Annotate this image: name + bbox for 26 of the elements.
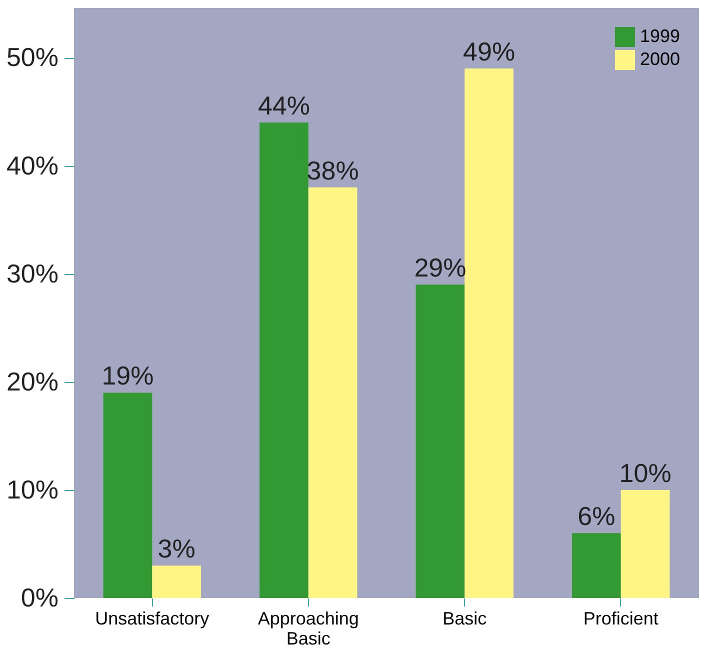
data-label: 49% — [463, 36, 516, 67]
data-label: 44% — [258, 90, 310, 121]
y-tick-label: 50% — [6, 42, 58, 72]
y-tick-label: 10% — [6, 474, 58, 504]
data-label: 19% — [102, 360, 154, 391]
bar — [152, 566, 201, 598]
y-tick-label: 20% — [6, 366, 58, 396]
y-tick-label: 40% — [6, 150, 58, 180]
x-tick-label: Proficient — [583, 608, 658, 628]
bar — [308, 187, 358, 598]
data-label: 6% — [578, 501, 616, 532]
bar — [620, 490, 670, 598]
x-tick-label: Unsatisfactory — [95, 608, 210, 628]
bar — [260, 122, 308, 598]
legend-label: 1999 — [640, 26, 680, 46]
y-tick-label: 30% — [6, 258, 58, 288]
bar — [464, 68, 514, 598]
bar — [416, 284, 465, 598]
bar — [103, 392, 152, 598]
bar — [572, 533, 621, 598]
x-tick-label: Approaching Basic — [258, 608, 359, 648]
x-tick-label: Basic — [442, 608, 487, 628]
legend-label: 2000 — [640, 49, 680, 69]
data-label: 10% — [619, 458, 672, 488]
data-label: 3% — [158, 534, 196, 564]
y-tick-label: 0% — [20, 582, 58, 612]
